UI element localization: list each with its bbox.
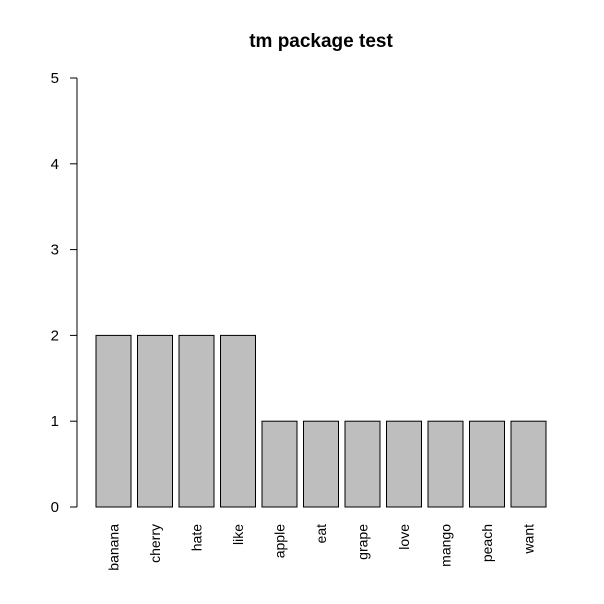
category-label-like: like [230, 524, 246, 545]
bar-love [386, 420, 422, 508]
y-tick-label: 5 [51, 70, 59, 87]
category-label-mango: mango [438, 524, 454, 567]
chart-title: tm package test [249, 31, 393, 52]
y-tick-label: 0 [51, 499, 59, 516]
category-label-want: want [521, 524, 537, 555]
bar-eat [303, 420, 339, 508]
bar-cherry [137, 334, 173, 508]
bar-peach [469, 420, 505, 508]
y-tick-label: 1 [51, 413, 59, 430]
category-label-cherry: cherry [147, 524, 163, 563]
bar-hate [178, 334, 215, 508]
bar-banana [95, 334, 132, 508]
category-label-peach: peach [479, 524, 495, 562]
bar-apple [261, 420, 298, 508]
category-label-hate: hate [189, 524, 205, 551]
category-label-love: love [396, 524, 412, 550]
y-tick-label: 2 [51, 327, 59, 344]
y-tick-label: 3 [51, 242, 59, 259]
bar-like [220, 334, 256, 508]
bars-group [95, 334, 547, 508]
category-label-grape: grape [355, 524, 371, 560]
category-labels: banana cherry hate like apple eat grape love man… [106, 524, 537, 571]
y-axis-ticks: 0 1 2 3 4 5 [51, 70, 77, 516]
category-label-apple: apple [272, 524, 288, 558]
category-label-banana: banana [106, 524, 122, 571]
bar-want [510, 420, 547, 508]
category-label-eat: eat [313, 524, 329, 544]
y-tick-label: 4 [51, 156, 59, 173]
bar-grape [344, 420, 381, 508]
bar-mango [427, 420, 464, 508]
